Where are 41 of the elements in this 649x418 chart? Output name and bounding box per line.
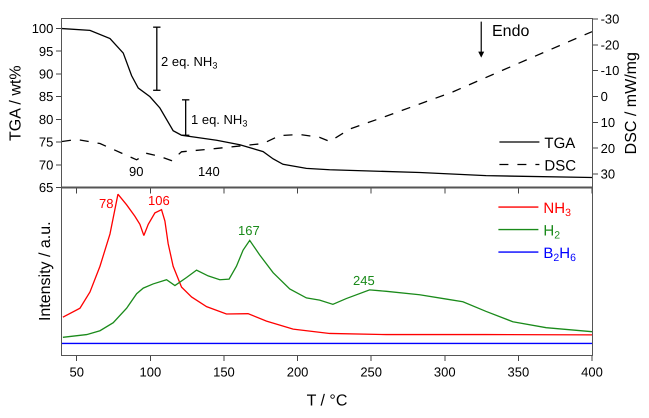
y2-tick-label: -30	[600, 12, 620, 27]
y2-axis-title: DSC / mW/mg	[623, 52, 640, 154]
x-tick-label: 400	[581, 364, 603, 380]
y-axis-title: Intensity / a.u.	[36, 221, 54, 322]
y-tick-label: 80	[38, 112, 54, 127]
legend-label: B$_{2}$H$_{6}$	[543, 244, 576, 264]
y-tick-label: 70	[38, 157, 54, 172]
y2-tick-label: -10	[600, 63, 620, 78]
x-tick-label: 350	[508, 364, 530, 380]
x-tick-label: 250	[360, 364, 382, 380]
annotation: 2 eq. NH$_{3}$	[161, 54, 218, 71]
y2-tick-label: 10	[600, 114, 616, 130]
annotation: 90	[129, 164, 144, 179]
x-tick-label: 100	[139, 364, 162, 380]
y2-tick-label: -20	[600, 37, 620, 52]
legend-label: NH$_{3}$	[543, 200, 572, 220]
legend-label: H$_{2}$	[543, 222, 560, 242]
y-tick-label: 100	[32, 21, 54, 36]
y2-tick-label: 30	[600, 166, 616, 182]
legend-label: TGA	[544, 134, 576, 152]
x-tick-label: 50	[69, 364, 84, 380]
annotation: 1 eq. NH$_{3}$	[191, 112, 248, 129]
y-tick-label: 85	[38, 89, 54, 104]
annotation: 106	[148, 193, 170, 208]
x-tick-label: 150	[213, 364, 235, 380]
y-tick-label: 65	[38, 180, 54, 196]
y-tick-label: 90	[38, 66, 54, 82]
y2-tick-label: 0	[600, 89, 608, 104]
y-tick-label: 75	[38, 134, 54, 150]
y2-tick-label: 20	[600, 140, 616, 156]
x-tick-label: 300	[434, 364, 456, 380]
annotation: 167	[238, 223, 260, 238]
annotation: 78	[99, 196, 114, 211]
annotation: Endo	[492, 23, 530, 40]
y-axis-title: TGA / wt%	[8, 65, 25, 142]
x-tick-label: 200	[286, 364, 308, 380]
annotation: 140	[198, 164, 220, 179]
legend-label: DSC	[544, 157, 576, 174]
x-axis-title: T / °C	[306, 392, 348, 410]
annotation: 245	[353, 273, 375, 288]
y-tick-label: 95	[38, 44, 54, 59]
